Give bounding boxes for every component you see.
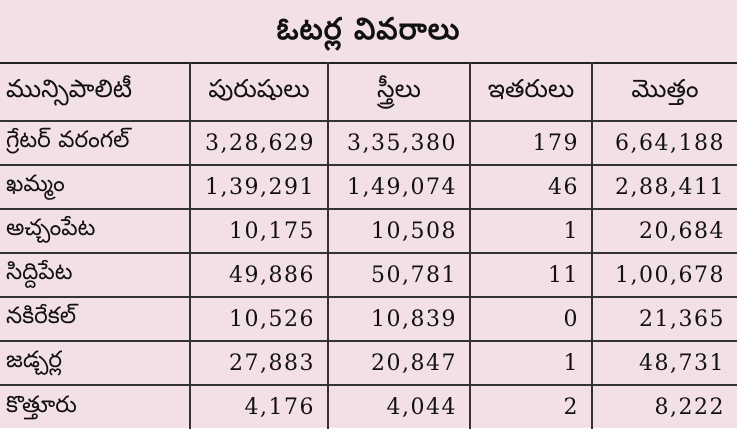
municipality-name: కొత్తూరు (0, 384, 191, 429)
column-header-municipality: మున్సిపాలిటీ (0, 62, 191, 122)
women-count: 50,781 (327, 252, 471, 298)
table-row: జడ్చర్ల 27,883 20,847 1 48,731 (0, 340, 737, 386)
table-row: సిద్దిపేట 49,886 50,781 11 1,00,678 (0, 252, 737, 298)
column-header-men: పురుషులు (189, 62, 329, 122)
men-count: 27,883 (189, 340, 329, 386)
column-header-others: ఇతరులు (469, 62, 593, 122)
municipality-name: జడ్చర్ల (0, 340, 191, 386)
women-count: 4,044 (327, 384, 471, 429)
others-count: 1 (469, 340, 593, 386)
women-count: 10,839 (327, 296, 471, 342)
men-count: 10,175 (189, 208, 329, 254)
total-count: 2,88,411 (591, 164, 737, 210)
voter-table: మున్సిపాలిటీ పురుషులు స్త్రీలు ఇతరులు మొ… (0, 62, 737, 429)
men-count: 1,39,291 (189, 164, 329, 210)
others-count: 0 (469, 296, 593, 342)
table-row: ఖమ్మం 1,39,291 1,49,074 46 2,88,411 (0, 164, 737, 210)
total-count: 1,00,678 (591, 252, 737, 298)
municipality-name: ఖమ్మం (0, 164, 191, 210)
total-count: 6,64,188 (591, 120, 737, 166)
total-count: 20,684 (591, 208, 737, 254)
table-row: గ్రేటర్ వరంగల్ 3,28,629 3,35,380 179 6,6… (0, 120, 737, 166)
women-count: 10,508 (327, 208, 471, 254)
table-row: కొత్తూరు 4,176 4,044 2 8,222 (0, 384, 737, 429)
others-count: 179 (469, 120, 593, 166)
women-count: 1,49,074 (327, 164, 471, 210)
others-count: 11 (469, 252, 593, 298)
others-count: 1 (469, 208, 593, 254)
women-count: 3,35,380 (327, 120, 471, 166)
municipality-name: సిద్దిపేట (0, 252, 191, 298)
header-row: మున్సిపాలిటీ పురుషులు స్త్రీలు ఇతరులు మొ… (0, 62, 737, 122)
men-count: 10,526 (189, 296, 329, 342)
municipality-name: గ్రేటర్ వరంగల్ (0, 120, 191, 166)
total-count: 48,731 (591, 340, 737, 386)
total-count: 8,222 (591, 384, 737, 429)
municipality-name: నకిరేకల్ (0, 296, 191, 342)
men-count: 49,886 (189, 252, 329, 298)
men-count: 4,176 (189, 384, 329, 429)
total-count: 21,365 (591, 296, 737, 342)
column-header-total: మొత్తం (591, 62, 737, 122)
table-row: నకిరేకల్ 10,526 10,839 0 21,365 (0, 296, 737, 342)
men-count: 3,28,629 (189, 120, 329, 166)
women-count: 20,847 (327, 340, 471, 386)
municipality-name: అచ్చంపేట (0, 208, 191, 254)
others-count: 2 (469, 384, 593, 429)
others-count: 46 (469, 164, 593, 210)
table-row: అచ్చంపేట 10,175 10,508 1 20,684 (0, 208, 737, 254)
column-header-women: స్త్రీలు (327, 62, 471, 122)
table-title: ఓటర్ల వివరాలు (276, 12, 461, 47)
